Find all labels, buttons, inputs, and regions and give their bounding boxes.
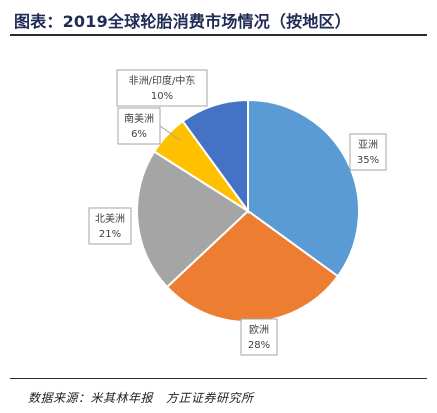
- slice-value-label: 28%: [248, 340, 270, 351]
- pie-chart: 亚洲 35% 欧洲 28% 北美洲 21% 南美洲 6% 非洲/印度/中东 10%: [0, 38, 437, 368]
- slice-label-1: 欧洲 28%: [240, 318, 278, 356]
- slice-label-3: 南美洲 6%: [117, 107, 181, 145]
- slice-label-2: 北美洲 21%: [88, 207, 132, 245]
- label-box-0: [349, 133, 387, 171]
- label-box-1: [240, 318, 278, 356]
- slice-label-0: 亚洲 35%: [349, 133, 387, 171]
- label-box-2: [88, 207, 132, 245]
- slice-category-label: 欧洲: [249, 324, 269, 336]
- slice-value-label: 21%: [99, 229, 121, 240]
- title-divider: [10, 34, 427, 36]
- slice-value-label: 6%: [131, 129, 147, 140]
- pie-slice-4: [181, 98, 249, 215]
- leader-line-3: [159, 125, 181, 141]
- slice-category-label: 非洲/印度/中东: [129, 74, 196, 87]
- data-source-note: 数据来源：米其林年报 方正证券研究所: [28, 391, 254, 405]
- slice-label-4: 非洲/印度/中东 10%: [116, 69, 208, 107]
- slice-category-label: 北美洲: [95, 212, 125, 225]
- label-box-3: [117, 107, 161, 145]
- chart-title: 图表：2019全球轮胎消费市场情况（按地区）: [14, 12, 351, 31]
- pie-slice-0: [247, 98, 360, 278]
- slice-value-label: 35%: [357, 155, 379, 166]
- slice-category-label: 南美洲: [124, 112, 154, 125]
- slice-category-label: 亚洲: [358, 139, 378, 151]
- pie-slice-2: [136, 150, 250, 289]
- footer-divider: [10, 378, 427, 379]
- label-box-4: [116, 69, 208, 107]
- pie-chart-svg: 亚洲 35% 欧洲 28% 北美洲 21% 南美洲 6% 非洲/印度/中东 10%: [88, 69, 387, 356]
- slice-value-label: 10%: [151, 91, 173, 102]
